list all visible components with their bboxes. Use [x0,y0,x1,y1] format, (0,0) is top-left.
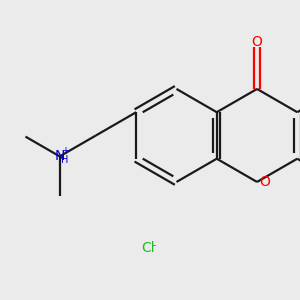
Text: H: H [61,155,68,165]
Text: O: O [252,35,262,49]
Text: O: O [260,175,271,189]
Text: +: + [61,146,69,156]
Text: N: N [55,149,65,164]
Text: Cl: Cl [141,241,154,254]
Text: -: - [152,238,156,252]
